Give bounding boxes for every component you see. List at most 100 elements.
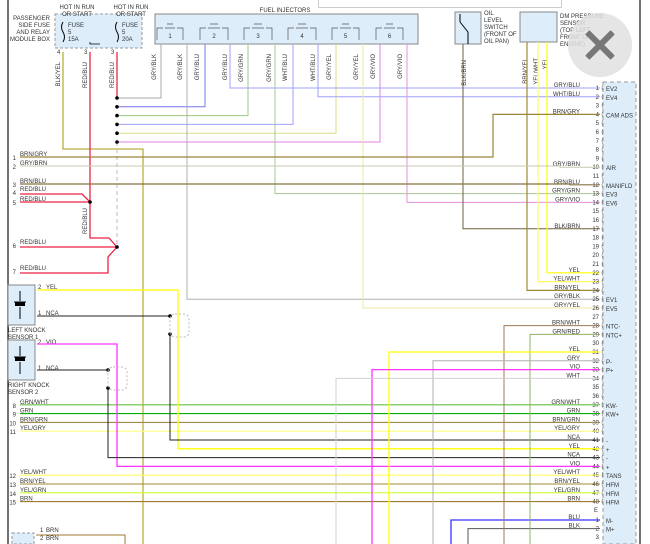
ecm-pin-number: 24 <box>592 288 599 294</box>
hot-in-run-label: OR START <box>116 12 146 18</box>
ecm-wire-label: GRY/YEL <box>554 303 581 309</box>
popup-edge <box>318 0 562 8</box>
wire-vio <box>371 368 600 544</box>
ecm-pin-number: 42 <box>592 447 599 453</box>
ecm-pin-number: 13 <box>592 192 599 198</box>
left-wire-label: BRN/GRN <box>20 417 48 423</box>
wire-blk <box>467 528 600 544</box>
pin-terminal-icon <box>601 489 604 496</box>
ecm-pin-number: 41 <box>592 438 599 444</box>
ecm-pin-number: 34 <box>592 376 599 382</box>
dm-sensor-wire-label: YEL/WHT <box>534 58 540 85</box>
left-pin-number: 9 <box>13 413 17 419</box>
ecm-wire-label: BRN/GRY <box>553 109 580 115</box>
left-pin-number: 1 <box>13 156 17 162</box>
ecm-wire-label: GRN/RED <box>552 329 580 335</box>
ecm-pin-number: 21 <box>592 262 599 268</box>
close-button[interactable] <box>568 13 632 77</box>
injector-coil-icon <box>287 23 317 40</box>
fuse-amps: 20A <box>122 37 133 43</box>
ecm-pin-number: 30 <box>592 341 599 347</box>
left-pin-number: 13 <box>9 483 16 489</box>
pin-number: 4 <box>57 50 61 56</box>
fuse-number: 5 <box>68 30 72 36</box>
wire-vio-knock2 <box>37 343 600 468</box>
ecm-wire-label: WHT <box>566 373 580 379</box>
ecm-pin-number: 16 <box>592 218 599 224</box>
ecm-pin-number: 32 <box>592 359 599 365</box>
pin-terminal-icon <box>601 472 604 479</box>
pin-terminal-icon <box>601 313 604 320</box>
ecm-pin-number: 11 <box>593 174 600 180</box>
ecm-pin-number: 45 <box>592 473 599 479</box>
injector-coil-icon <box>156 23 184 40</box>
ecm-pin-number: 5 <box>596 121 600 127</box>
ecm-pin-number: 9 <box>596 156 600 162</box>
knock-sensor-label: RIGHT KNOCK <box>8 383 50 389</box>
pin-terminal-icon <box>601 419 604 426</box>
injector-number: 2 <box>212 34 216 40</box>
ecm-pin-number: 47 <box>592 491 599 497</box>
injector-coil-icon <box>375 23 404 40</box>
ecm-wire-label: YEL <box>569 444 581 450</box>
wire-yel <box>388 351 600 544</box>
wire-gry-blu <box>229 44 600 89</box>
knock-sensor-element-icon <box>15 302 25 306</box>
wire-brn-blu <box>20 183 600 186</box>
fuse-box-label: PASSENGER <box>13 16 51 22</box>
knock-wire-label: VIO <box>46 340 57 346</box>
wire-blk-brn <box>462 44 600 230</box>
wire-brn-wht <box>503 325 600 544</box>
bottom-pin-number: 1 <box>40 528 44 534</box>
pin-terminal-icon <box>601 463 604 470</box>
left-wire-label: GRY/BRN <box>20 161 47 167</box>
pin-terminal-icon <box>601 428 604 435</box>
pin-terminal-icon <box>601 445 604 452</box>
pin-terminal-icon <box>601 331 604 338</box>
fuse-label: FUSE <box>68 23 84 29</box>
ecm-pin-function: KW- <box>606 404 618 410</box>
pin-number: 2 <box>38 340 42 346</box>
pin-terminal-icon <box>601 252 604 259</box>
pin-terminal-icon <box>601 111 604 118</box>
ecm-pin-function: + <box>606 465 610 471</box>
fuse-box-label: MODULE BOX <box>10 37 50 43</box>
fuel-injectors-box <box>154 13 419 45</box>
pin-terminal-icon <box>601 93 604 100</box>
junction-dot <box>106 386 110 390</box>
pin-terminal-icon <box>601 480 604 488</box>
ecm-wire-label: YEL <box>569 268 581 274</box>
dm-sensor-wire-label: BRN/YEL <box>523 57 529 83</box>
pin-terminal-icon <box>601 137 604 144</box>
ecm-pin-number: 23 <box>592 280 599 286</box>
left-wire-label: YEL/WHT <box>20 470 47 476</box>
ecm-pin-number: 26 <box>592 306 599 312</box>
pin-terminal-icon <box>601 146 604 153</box>
ecm-wire-label: BRN/YEL <box>554 479 580 485</box>
pin-number: 1 <box>38 366 42 372</box>
ecm-wire-label: GRY/BLK <box>554 294 580 300</box>
pin-number: 3 <box>111 50 115 56</box>
pin-terminal-icon <box>601 366 604 373</box>
fuse-number: 5 <box>122 30 126 36</box>
left-pin-number: 14 <box>9 492 16 498</box>
injector-wire-label: GRY/VIO <box>398 54 404 79</box>
ecm-wire-label: GRN <box>567 409 580 415</box>
ecm-wire-label: BLK/BRN <box>554 224 580 230</box>
injector-feed-wire <box>117 44 337 134</box>
injector-number: 3 <box>256 34 260 40</box>
ecm-connector-e-label: E <box>594 508 598 514</box>
left-wire-label: YEL/GRN <box>20 488 46 494</box>
ecm-pin-number: 33 <box>592 368 599 374</box>
wire-wht-blu <box>317 44 600 98</box>
ecm-pin-number: 43 <box>592 456 599 462</box>
wire-wht <box>335 377 600 544</box>
pin-terminal-icon <box>601 164 604 171</box>
fuse-wire-label: RED/BLU <box>110 62 116 88</box>
shield-icon <box>169 313 190 338</box>
ecm-pin-number: 4 <box>596 112 600 118</box>
knock-wire-label: NCA <box>46 366 59 372</box>
ecm-pin-number: 46 <box>592 482 599 488</box>
left-pin-number: 11 <box>10 430 17 436</box>
ecm-wire-label: VIO <box>570 461 581 467</box>
